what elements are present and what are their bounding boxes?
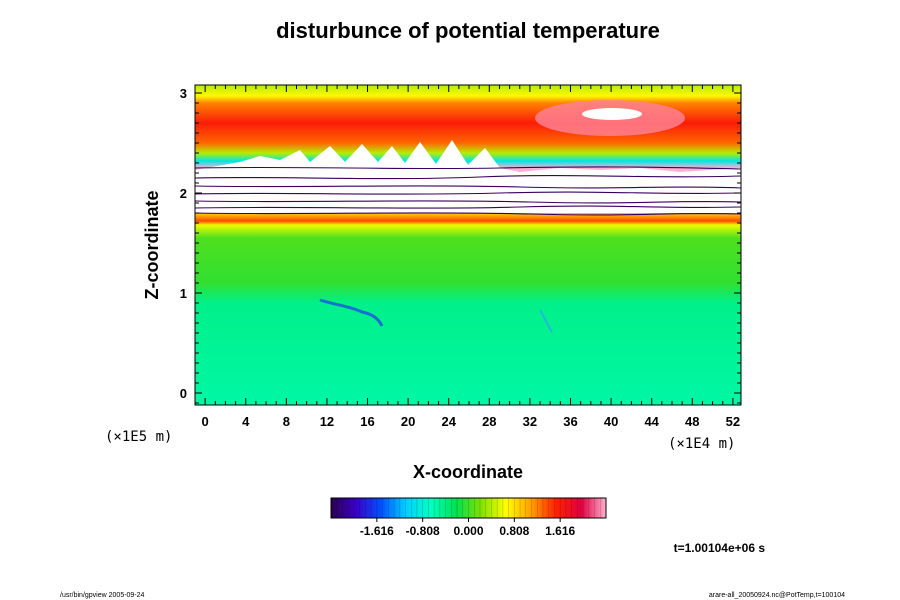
colorbar-tick-label: 1.616	[545, 524, 575, 538]
x-tick-label: 48	[685, 414, 699, 429]
y-axis-title: Z-coordinate	[142, 190, 162, 299]
x-tick-label: 32	[523, 414, 537, 429]
y-tick-label: 2	[180, 186, 187, 201]
colorbar-steps	[336, 498, 601, 518]
x-tick-label: 44	[644, 414, 659, 429]
y-tick-label: 1	[180, 286, 187, 301]
x-tick-label: 16	[360, 414, 374, 429]
time-label: t=1.00104e+06 s	[674, 541, 766, 555]
x-tick-label: 40	[604, 414, 618, 429]
y-axis: 0 1 2 3	[180, 86, 741, 404]
field-structures	[195, 100, 741, 333]
y-tick-label: 0	[180, 386, 187, 401]
saturated-region	[195, 140, 741, 213]
cool-filament	[539, 309, 553, 333]
x-tick-label: 12	[320, 414, 334, 429]
plot-frame	[194, 84, 742, 406]
colorbar: -1.616 -0.808 0.000 0.808 1.616	[330, 497, 607, 538]
heatmap-field	[195, 85, 741, 405]
x-tick-label: 20	[401, 414, 415, 429]
x-tick-label: 28	[482, 414, 496, 429]
chart-title: disturbunce of potential temperature	[276, 18, 660, 43]
contour-lines	[195, 166, 741, 216]
x-tick-label: 52	[726, 414, 740, 429]
x-tick-label: 24	[441, 414, 456, 429]
colorbar-tick-label: -1.616	[360, 524, 394, 538]
colorbar-tick-label: 0.000	[453, 524, 483, 538]
footer-right: arare-all_20050924.nc@PotTemp,t=100104	[709, 592, 845, 599]
x-axis: 0 4 8 12 16 20 24 28 32 36 40 44 48 52	[202, 85, 740, 429]
x-scale-label: (×1E4 m)	[668, 436, 735, 452]
plume-core	[582, 108, 642, 120]
x-tick-label: 8	[283, 414, 290, 429]
cool-filament	[319, 298, 384, 327]
x-tick-label: 36	[563, 414, 577, 429]
colorbar-ramp	[331, 498, 606, 518]
x-axis-title: X-coordinate	[413, 462, 523, 482]
colorbar-ticks: -1.616 -0.808 0.000 0.808 1.616	[360, 518, 576, 538]
y-scale-label: (×1E5 m)	[105, 429, 172, 445]
colorbar-tick-label: 0.808	[499, 524, 529, 538]
plot-area	[194, 84, 742, 406]
x-tick-label: 0	[202, 414, 209, 429]
x-tick-label: 4	[242, 414, 250, 429]
y-tick-label: 3	[180, 86, 187, 101]
colorbar-tick-label: -0.808	[406, 524, 440, 538]
footer-left: /usr/bin/gpview 2005-09-24	[60, 592, 145, 599]
